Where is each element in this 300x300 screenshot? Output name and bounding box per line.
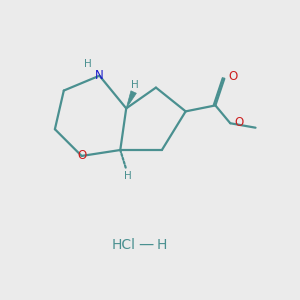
Text: —: — bbox=[138, 237, 153, 252]
Text: O: O bbox=[228, 70, 237, 83]
Text: H: H bbox=[84, 59, 92, 69]
Polygon shape bbox=[126, 91, 136, 108]
Text: N: N bbox=[95, 69, 104, 82]
Text: O: O bbox=[234, 116, 243, 129]
Text: HCl: HCl bbox=[111, 238, 135, 252]
Text: H: H bbox=[124, 171, 132, 181]
Text: H: H bbox=[131, 80, 139, 90]
Text: H: H bbox=[157, 238, 167, 252]
Text: O: O bbox=[77, 149, 86, 162]
